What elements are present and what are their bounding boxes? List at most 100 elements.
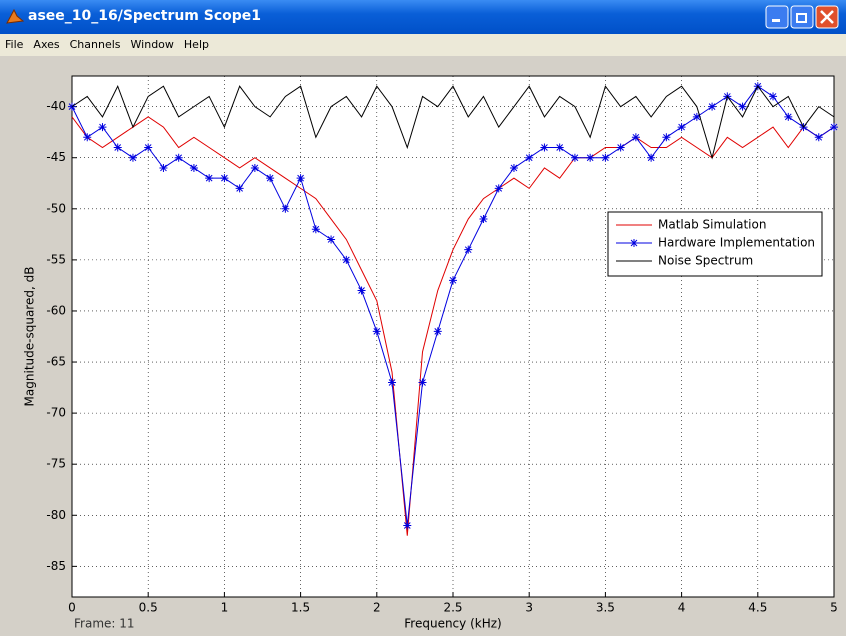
marker xyxy=(357,286,366,295)
window-buttons[interactable] xyxy=(764,4,844,30)
series xyxy=(71,116,835,536)
marker xyxy=(266,174,275,183)
marker xyxy=(342,255,351,264)
marker xyxy=(769,92,778,101)
marker xyxy=(83,133,92,142)
x-tick-label: 2.5 xyxy=(443,601,462,615)
marker xyxy=(98,123,107,132)
marker xyxy=(509,163,518,172)
menu-item[interactable]: Window xyxy=(130,38,174,51)
marker xyxy=(647,153,656,162)
marker xyxy=(372,327,381,336)
menu-item[interactable]: File xyxy=(5,38,24,51)
restore-icon xyxy=(796,13,807,23)
legend: Matlab Simulation Hardware Implementation… xyxy=(607,211,823,277)
x-tick-label: 4 xyxy=(678,601,686,615)
chart: -40 -45 -50 -55 -60 -65 -70 -75 -80 -85 0 0.5 1 1.5 2 2… xyxy=(23,75,838,631)
marker xyxy=(525,153,534,162)
marker xyxy=(403,521,412,530)
x-tick-label: 0.5 xyxy=(139,601,158,615)
series xyxy=(68,82,838,530)
y-tick-label: -80 xyxy=(46,508,66,522)
y-tick-label: -45 xyxy=(46,150,66,164)
marker xyxy=(570,153,579,162)
x-tick-label: 1.5 xyxy=(291,601,310,615)
marker xyxy=(814,133,823,142)
frame-label: Frame: 11 xyxy=(74,617,135,631)
minimize-icon xyxy=(772,19,780,22)
marker xyxy=(281,204,290,213)
marker xyxy=(250,163,259,172)
marker xyxy=(128,153,137,162)
x-tick-label: 1 xyxy=(221,601,229,615)
series xyxy=(71,84,835,160)
marker xyxy=(830,123,838,132)
menu-item[interactable]: Channels xyxy=(69,38,121,51)
restore-button[interactable] xyxy=(790,5,814,29)
x-tick-label: 5 xyxy=(830,601,838,615)
legend-marker xyxy=(630,239,638,247)
marker xyxy=(601,153,610,162)
marker xyxy=(555,143,564,152)
marker xyxy=(235,184,244,193)
marker xyxy=(144,143,153,152)
marker xyxy=(708,102,717,111)
y-tick-label: -40 xyxy=(46,99,66,113)
minimize-button[interactable] xyxy=(765,5,789,29)
legend-label: Matlab Simulation xyxy=(658,218,766,232)
marker xyxy=(677,123,686,132)
x-axis-label: Frequency (kHz) xyxy=(404,617,501,631)
marker xyxy=(631,133,640,142)
marker xyxy=(296,174,305,183)
marker xyxy=(479,215,488,224)
menu-bar: File Axes Channels Window Help xyxy=(0,34,846,56)
marker xyxy=(464,245,473,254)
y-tick-label: -70 xyxy=(46,406,66,420)
marker xyxy=(784,112,793,121)
marker xyxy=(616,143,625,152)
window-title: asee_10_16/Spectrum Scope1 xyxy=(28,8,262,24)
y-tick-label: -60 xyxy=(46,303,66,317)
x-tick-label: 3.5 xyxy=(596,601,615,615)
marker xyxy=(68,102,76,111)
menu-item[interactable]: Help xyxy=(183,38,209,51)
y-tick-label: -55 xyxy=(46,252,66,266)
marker xyxy=(327,235,336,244)
y-tick-label: -85 xyxy=(46,559,66,573)
legend-label: Noise Spectrum xyxy=(658,254,753,268)
marker xyxy=(540,143,549,152)
marker xyxy=(220,174,229,183)
marker xyxy=(174,153,183,162)
marker xyxy=(311,225,320,234)
series-line xyxy=(71,84,835,160)
y-axis-label: Magnitude-squared, dB xyxy=(23,267,37,407)
y-tick-label: -75 xyxy=(46,457,66,471)
legend-label: Hardware Implementation xyxy=(658,236,815,250)
y-tick-label: -65 xyxy=(46,355,66,369)
marker xyxy=(189,163,198,172)
title-bar: asee_10_16/Spectrum Scope1 xyxy=(0,0,846,34)
marker xyxy=(586,153,595,162)
marker xyxy=(738,102,747,111)
y-tick-label: -50 xyxy=(46,201,66,215)
x-tick-label: 3 xyxy=(525,601,533,615)
menu-item[interactable]: Axes xyxy=(33,38,60,51)
x-tick-label: 2 xyxy=(373,601,381,615)
marker xyxy=(494,184,503,193)
marker xyxy=(692,112,701,121)
x-tick-label: 4.5 xyxy=(748,601,767,615)
marker xyxy=(388,378,397,387)
marker xyxy=(205,174,214,183)
marker xyxy=(159,163,168,172)
app-icon xyxy=(6,8,25,24)
marker xyxy=(113,143,122,152)
close-icon xyxy=(820,10,834,24)
legend-box xyxy=(607,211,823,277)
marker xyxy=(449,276,457,285)
marker xyxy=(433,327,442,336)
marker xyxy=(418,378,427,387)
marker xyxy=(662,133,671,142)
series-line xyxy=(71,116,835,536)
x-tick-label: 0 xyxy=(68,601,76,615)
